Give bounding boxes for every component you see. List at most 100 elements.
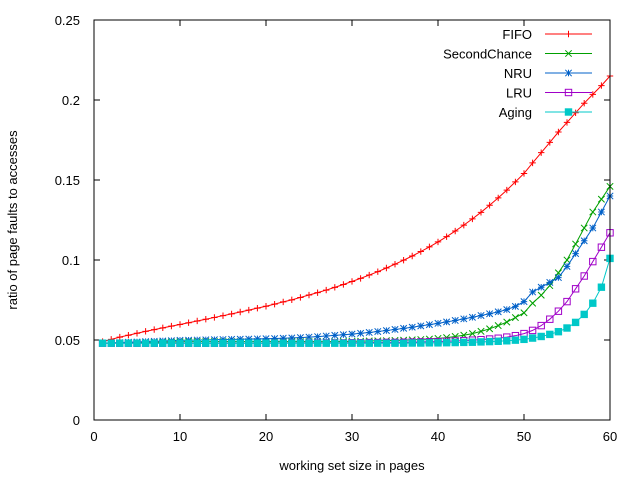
data-point bbox=[528, 326, 537, 335]
data-point bbox=[469, 215, 476, 223]
data-point bbox=[227, 339, 236, 347]
data-point bbox=[434, 339, 442, 347]
x-tick-label: 60 bbox=[603, 429, 617, 444]
legend-item-lru: LRU bbox=[506, 86, 592, 101]
data-point bbox=[356, 339, 365, 347]
data-point bbox=[452, 227, 459, 235]
data-point bbox=[314, 289, 321, 296]
legend-swatch-marker bbox=[565, 30, 572, 38]
data-point bbox=[391, 325, 399, 333]
x-tick-label: 40 bbox=[431, 429, 445, 444]
legend-item-aging: Aging bbox=[499, 105, 592, 120]
data-point bbox=[202, 339, 210, 347]
y-tick-label: 0.25 bbox=[55, 13, 80, 28]
data-point bbox=[477, 338, 485, 346]
data-point bbox=[211, 314, 218, 321]
data-point bbox=[305, 291, 313, 299]
data-point bbox=[494, 322, 502, 330]
data-point bbox=[503, 337, 511, 345]
data-point bbox=[408, 323, 416, 331]
legend-label: LRU bbox=[506, 86, 532, 101]
data-point bbox=[495, 194, 502, 202]
data-point bbox=[383, 264, 390, 272]
data-point bbox=[331, 339, 339, 347]
data-point bbox=[279, 339, 287, 347]
data-point bbox=[537, 283, 545, 291]
data-point bbox=[262, 303, 270, 310]
data-point bbox=[597, 283, 606, 291]
legend-label: NRU bbox=[504, 66, 532, 81]
data-point bbox=[546, 315, 554, 323]
data-point bbox=[460, 221, 467, 229]
data-point bbox=[572, 240, 580, 248]
data-point bbox=[503, 186, 510, 194]
data-point bbox=[477, 311, 485, 320]
data-point bbox=[597, 243, 606, 251]
data-point bbox=[571, 318, 580, 327]
data-point bbox=[228, 310, 235, 318]
data-point bbox=[245, 306, 252, 314]
data-point bbox=[133, 339, 141, 347]
y-tick-label: 0.2 bbox=[62, 93, 80, 108]
data-point bbox=[486, 202, 493, 209]
series-secondchance bbox=[99, 182, 614, 347]
data-point bbox=[589, 299, 597, 307]
data-point bbox=[538, 149, 545, 156]
data-point bbox=[451, 332, 459, 341]
legend-swatch-marker bbox=[564, 69, 573, 77]
data-point bbox=[271, 335, 279, 343]
data-point bbox=[468, 313, 476, 321]
data-point bbox=[563, 256, 571, 264]
series-nru bbox=[99, 192, 614, 347]
x-tick-label: 20 bbox=[259, 429, 273, 444]
data-point bbox=[305, 339, 313, 347]
data-point bbox=[546, 278, 554, 286]
data-point bbox=[477, 327, 485, 335]
data-point bbox=[280, 298, 287, 306]
data-point bbox=[262, 335, 270, 343]
data-point bbox=[537, 291, 545, 299]
data-point bbox=[417, 339, 425, 347]
data-point bbox=[305, 333, 313, 341]
data-point bbox=[366, 271, 373, 279]
data-point bbox=[228, 335, 236, 343]
data-point bbox=[374, 327, 382, 336]
data-point bbox=[374, 268, 381, 275]
data-point bbox=[537, 332, 545, 341]
legend-item-nru: NRU bbox=[504, 66, 592, 81]
data-point bbox=[262, 339, 270, 347]
data-point bbox=[580, 310, 588, 319]
data-point bbox=[245, 339, 253, 347]
data-point bbox=[546, 330, 554, 339]
data-point bbox=[555, 128, 562, 136]
data-point bbox=[210, 339, 219, 347]
data-point bbox=[520, 170, 528, 177]
data-point bbox=[529, 299, 537, 307]
data-point bbox=[571, 285, 580, 293]
data-point bbox=[159, 324, 166, 332]
data-point bbox=[236, 339, 244, 347]
data-point bbox=[323, 286, 330, 294]
data-point bbox=[357, 329, 365, 337]
data-point bbox=[520, 298, 528, 306]
data-point bbox=[279, 334, 287, 342]
x-tick-label: 10 bbox=[173, 429, 187, 444]
data-point bbox=[322, 332, 330, 340]
data-point bbox=[331, 331, 339, 339]
data-point bbox=[460, 315, 468, 323]
data-point bbox=[580, 272, 588, 280]
data-point bbox=[580, 237, 588, 245]
legend-item-secondchance: SecondChance bbox=[443, 47, 592, 62]
data-point bbox=[133, 330, 141, 337]
data-point bbox=[417, 248, 424, 255]
data-point bbox=[391, 260, 399, 268]
data-point bbox=[288, 339, 296, 347]
series-line bbox=[102, 258, 611, 344]
data-point bbox=[468, 338, 477, 346]
y-tick-label: 0.1 bbox=[62, 253, 80, 268]
data-point bbox=[554, 327, 563, 336]
plot-frame bbox=[93, 19, 611, 421]
data-point bbox=[339, 339, 348, 347]
legend-swatch-marker bbox=[564, 88, 573, 97]
